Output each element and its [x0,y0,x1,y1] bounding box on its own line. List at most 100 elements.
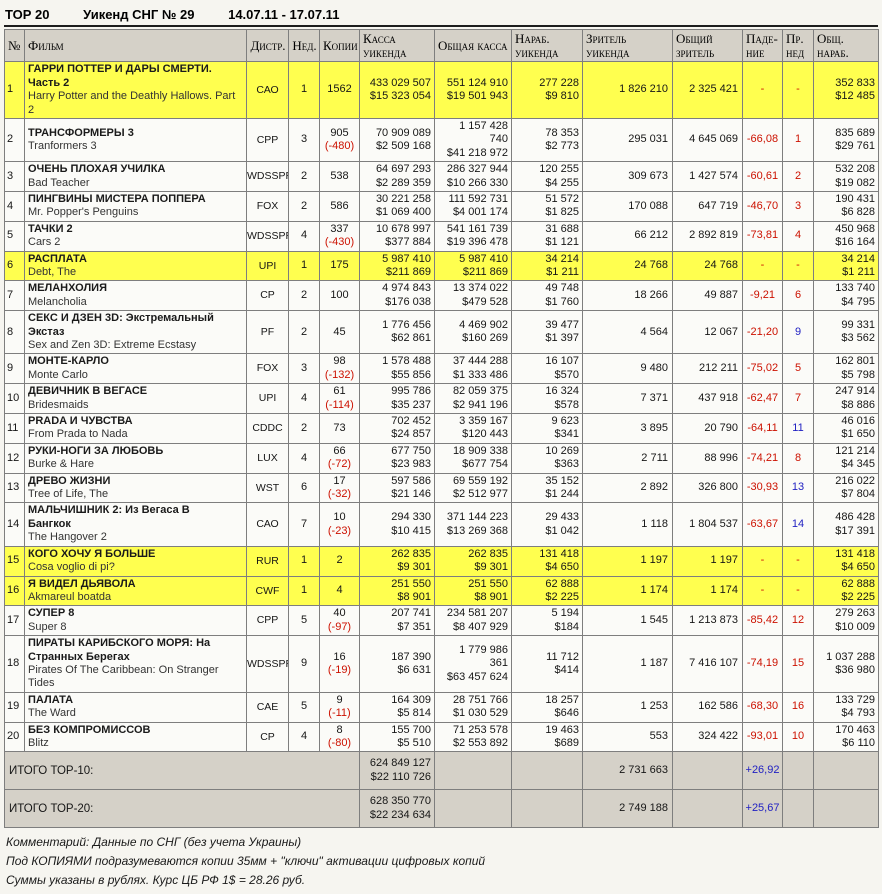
weeks-cell: 4 [288,383,320,415]
total-gross-cell: 71 253 578 $2 553 892 [434,721,512,753]
total-admissions-cell: 647 719 [672,190,743,222]
total-gross-rub: 551 124 910 [446,76,508,89]
total-average-cell: 131 418 $4 650 [813,545,879,577]
weekend-gross-usd: $9 301 [397,561,431,574]
col-weekend-average: Нараб. уикенда [511,28,583,63]
total-gross-cell: 234 581 207 $8 407 929 [434,605,512,637]
prev-week-cell: 10 [782,721,814,753]
film-title-ru: СЕКС И ДЗЕН 3D: Экстремальный Экстаз [28,312,214,338]
weekend-admissions-cell: 295 031 [582,117,673,163]
weekend-gross-cell: 995 786 $35 237 [359,383,435,415]
total-average-usd: $3 562 [841,332,875,345]
weekend-average-usd: $1 397 [545,332,579,345]
copies-count: 45 [333,325,346,338]
prev-week-value: 1 [794,133,802,146]
copies-change: (-11) [328,707,351,720]
total-admissions-cell: 88 996 [672,442,743,474]
weekend-average-cell: 277 228 $9 810 [511,61,583,119]
total-average-cell: 190 431 $6 828 [813,190,879,222]
copies-count: 905 [330,126,349,139]
weekend-average-usd: $646 [554,707,579,720]
total-average-usd: $19 082 [835,176,875,189]
drop-value: -21,20 [746,325,779,338]
prev-week-value: 14 [791,517,805,530]
total-gross-rub: 18 909 338 [452,444,508,457]
film-row: 6 РАСПЛАТА Debt, The UPI 1 175 5 987 410… [4,250,879,282]
weekend-average-usd: $578 [554,398,579,411]
weekend-gross-cell: 597 586 $21 146 [359,472,435,504]
total-average-usd: $6 110 [842,736,875,749]
distributor-cell: CWF [246,575,289,607]
comment-line: Комментарий: Данные по СНГ (без учета Ук… [6,835,302,850]
totals-top10-change-cell: +26,92 [742,751,783,791]
total-admissions-cell: 212 211 [672,353,743,385]
totals-top20-usd: $22 234 634 [369,808,431,821]
distributor-cell: CDDC [246,413,289,444]
copies-count: 61 [333,385,346,398]
weekend-average-usd: $9 810 [545,90,579,103]
distributor-cell: CP [246,280,289,312]
total-gross-usd: $479 528 [462,295,508,308]
film-title-en: Super 8 [28,620,67,633]
weeks-cell: 4 [288,442,320,474]
weekend-average-cell: 16 107 $570 [511,353,583,385]
weekend-average-cell: 31 688 $1 121 [511,220,583,252]
prev-week-cell: - [782,250,814,282]
prev-week-cell: 7 [782,383,814,415]
copies-count: 2 [336,554,343,567]
rank-cell: 16 [4,575,25,607]
total-gross-cell: 541 161 739 $19 396 478 [434,220,512,252]
total-average-rub: 450 968 [835,222,875,235]
drop-value: - [760,259,765,272]
weekend-gross-rub: 294 330 [391,511,431,524]
weekend-gross-cell: 30 221 258 $1 069 400 [359,190,435,222]
weekend-average-rub: 19 463 [545,723,579,736]
rank-cell: 20 [4,721,25,753]
total-gross-usd: $2 512 977 [452,488,508,501]
film-cell: СУПЕР 8 Super 8 [24,605,247,637]
drop-value: -9,21 [749,289,776,302]
weekend-average-cell: 16 324 $578 [511,383,583,415]
weeks-cell: 5 [288,605,320,637]
col-drop: Паде-ние [742,28,783,63]
film-title-en: Pirates Of The Caribbean: On Stranger Ti… [28,663,219,690]
drop-value: -46,70 [746,199,779,212]
drop-cell: -21,20 [742,310,783,355]
weekend-average-rub: 62 888 [545,577,579,590]
weekend-admissions-cell: 1 826 210 [582,61,673,119]
total-average-usd: $36 980 [835,663,875,676]
weekend-gross-rub: 70 909 089 [375,126,431,139]
film-row: 13 ДРЕВО ЖИЗНИ Tree of Life, The WST 6 1… [4,472,879,504]
drop-value: -62,47 [746,391,779,404]
total-average-rub: 532 208 [835,163,875,176]
prev-week-cell: 5 [782,353,814,385]
copies-count: 538 [330,169,349,182]
film-row: 3 ОЧЕНЬ ПЛОХАЯ УЧИЛКА Bad Teacher WDSSPR… [4,161,879,192]
total-gross-usd: $10 266 330 [446,176,508,189]
drop-cell: - [742,61,783,119]
empty-cell [511,789,583,829]
prev-week-value: - [796,83,800,96]
report-title-bar: ТОР 20 Уикенд СНГ № 29 14.07.11 - 17.07.… [4,4,878,27]
weekend-gross-rub: 1 578 488 [382,355,431,368]
prev-week-cell: 3 [782,190,814,222]
film-row: 9 МОНТЕ-КАРЛО Monte Carlo FOX 3 98 (-132… [4,353,879,385]
weekend-gross-usd: $55 856 [391,368,431,381]
weekend-average-cell: 34 214 $1 211 [511,250,583,282]
film-title-en: The Hangover 2 [28,531,107,544]
prev-week-cell: 16 [782,691,814,723]
copies-count: 4 [336,584,343,597]
total-gross-usd: $19 501 943 [446,90,508,103]
weekend-average-usd: $570 [554,368,579,381]
distributor-cell: UPI [246,250,289,282]
distributor-cell: FOX [246,190,289,222]
copies-cell: 538 [319,161,360,192]
total-gross-cell: 4 469 902 $160 269 [434,310,512,355]
total-average-cell: 133 740 $4 795 [813,280,879,312]
report-dates: 14.07.11 - 17.07.11 [228,7,340,22]
weekend-gross-usd: $2 509 168 [375,140,431,153]
weekend-gross-usd: $35 237 [391,398,431,411]
weekend-gross-cell: 164 309 $5 814 [359,691,435,723]
copies-count: 10 [333,511,346,524]
total-average-rub: 133 729 [835,693,875,706]
